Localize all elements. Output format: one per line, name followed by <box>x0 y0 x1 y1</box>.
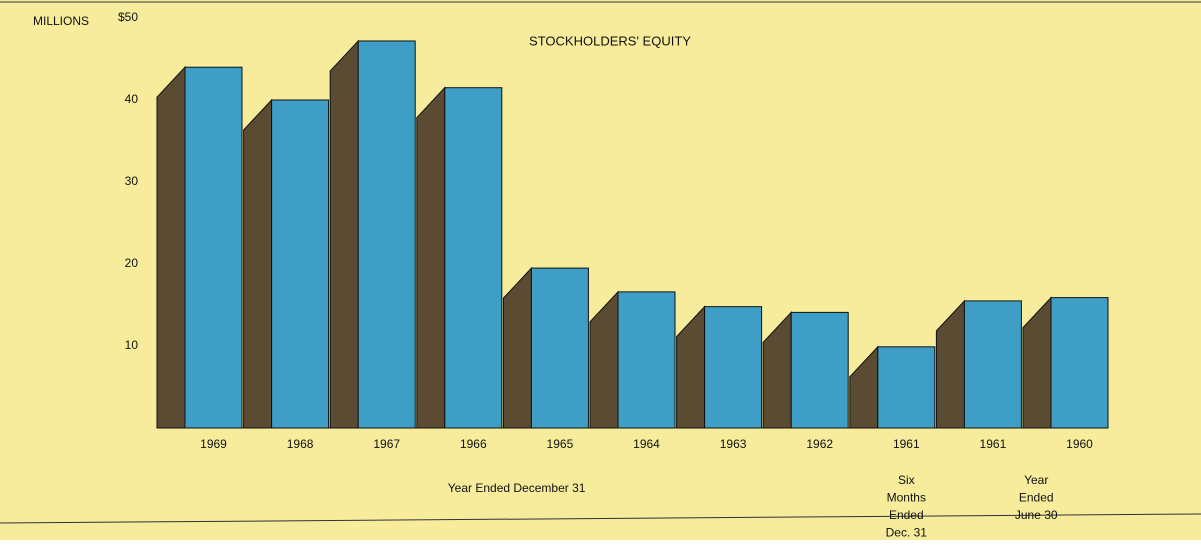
bar <box>271 99 330 429</box>
bar-side <box>156 65 186 429</box>
axis-label: MILLIONS <box>33 14 89 28</box>
group-label: Six <box>898 473 915 487</box>
group-label: Year Ended December 31 <box>448 481 586 495</box>
chart-title: STOCKHOLDERS' EQUITY <box>529 33 691 48</box>
bar <box>184 66 243 429</box>
x-tick-label: 1967 <box>373 437 400 451</box>
x-tick-label: 1963 <box>720 437 747 451</box>
bar <box>790 311 849 429</box>
bar <box>963 300 1022 429</box>
bar <box>704 306 763 429</box>
x-tick-label: 1961 <box>980 437 1007 451</box>
x-tick-label: 1965 <box>547 437 574 451</box>
x-tick-label: 1961 <box>893 437 920 451</box>
x-tick-label: 1962 <box>806 437 833 451</box>
bar <box>530 267 589 429</box>
frame-bottom <box>0 513 1201 524</box>
x-tick-label: 1966 <box>460 437 487 451</box>
x-tick-label: 1960 <box>1066 437 1093 451</box>
x-tick-label: 1968 <box>287 437 314 451</box>
y-tick-label: $50 <box>118 10 138 24</box>
bar <box>357 40 416 429</box>
bar <box>1050 297 1109 429</box>
y-tick-label: 30 <box>125 174 139 188</box>
y-tick-label: 40 <box>125 92 139 106</box>
bar <box>444 87 503 429</box>
bar <box>877 346 936 429</box>
bar-side <box>329 39 359 429</box>
group-label: Ended <box>889 508 924 522</box>
bar-side <box>243 98 273 429</box>
group-label: June 30 <box>1015 508 1058 522</box>
group-label: Ended <box>1019 491 1054 505</box>
bar <box>617 291 676 429</box>
y-tick-label: 10 <box>125 338 139 352</box>
x-tick-label: 1964 <box>633 437 660 451</box>
bar-side <box>416 86 446 429</box>
group-label: Months <box>887 491 926 505</box>
group-label: Dec. 31 <box>886 526 928 540</box>
y-tick-label: 20 <box>125 256 139 270</box>
x-tick-label: 1969 <box>200 437 227 451</box>
group-label: Year <box>1024 473 1048 487</box>
